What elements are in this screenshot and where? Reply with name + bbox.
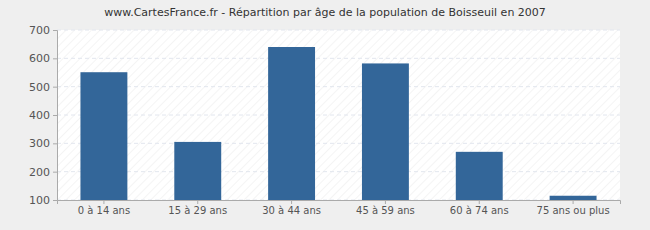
y-tick: 300 [29,137,57,150]
x-tick-label: 60 à 74 ans [450,205,509,216]
x-tick-label: 75 ans ou plus [537,205,610,216]
bar [362,63,409,200]
plot-area [57,30,620,200]
chart: www.CartesFrance.fr - Répartition par âg… [0,0,650,230]
x-tick-label: 45 à 59 ans [356,205,415,216]
y-tick-label: 400 [29,109,50,122]
plot: 100 200 300 400 500 600 700 0 à 14 ans 15 à 29 a… [29,24,621,216]
title: www.CartesFrance.fr - Répartition par âg… [104,6,546,19]
x-tick: 75 ans ou plus [537,200,610,216]
y-tick: 100 [29,194,57,207]
y-tick: 500 [29,81,57,94]
x-tick: 15 à 29 ans [168,200,227,216]
y-tick-mark [53,200,57,201]
x-tick: 60 à 74 ans [450,200,509,216]
x-tick-mark [573,200,574,204]
y-tick: 200 [29,166,57,179]
y-tick-label: 300 [29,137,50,150]
y-tick-label: 500 [29,81,50,94]
x-tick-mark [479,200,480,204]
y-tick-label: 100 [29,194,50,207]
y-axis-line [53,31,58,201]
bar [268,47,315,200]
bar [550,196,597,200]
grid-line [57,143,620,144]
y-tick-mark [53,58,57,59]
grid-line [57,115,620,116]
x-tick-mark [103,200,104,204]
y-tick: 400 [29,109,57,122]
y-tick-mark [53,87,57,88]
y-tick-mark [53,115,57,116]
y-tick: 700 [29,24,57,37]
y-tick-mark [53,30,57,31]
grid-line [57,30,620,31]
bar [174,142,221,200]
x-axis-line [58,201,621,205]
x-tick-mark [385,200,386,204]
grid [57,30,620,200]
grid-line [57,58,620,59]
x-tick: 0 à 14 ans [78,200,130,216]
x-axis: 0 à 14 ans 15 à 29 ans 30 à 44 ans 45 à 59 … [58,200,621,216]
x-tick-label: 30 à 44 ans [262,205,321,216]
y-tick-label: 600 [29,52,50,65]
x-tick-mark [197,200,198,204]
y-tick-mark [53,172,57,173]
x-tick: 30 à 44 ans [262,200,321,216]
grid-line [57,86,620,87]
y-tick-label: 700 [29,24,50,37]
grid-line [57,171,620,172]
bars [80,47,596,200]
x-tick: 45 à 59 ans [356,200,415,216]
bar [80,72,127,200]
y-axis: 100 200 300 400 500 600 700 [29,24,58,207]
bar [456,152,503,200]
background [0,0,650,230]
x-tick-label: 15 à 29 ans [168,205,227,216]
y-tick-label: 200 [29,166,50,179]
x-tick-label: 0 à 14 ans [78,205,130,216]
x-tick-mark [291,200,292,204]
y-tick: 600 [29,52,57,65]
y-tick-mark [53,143,57,144]
